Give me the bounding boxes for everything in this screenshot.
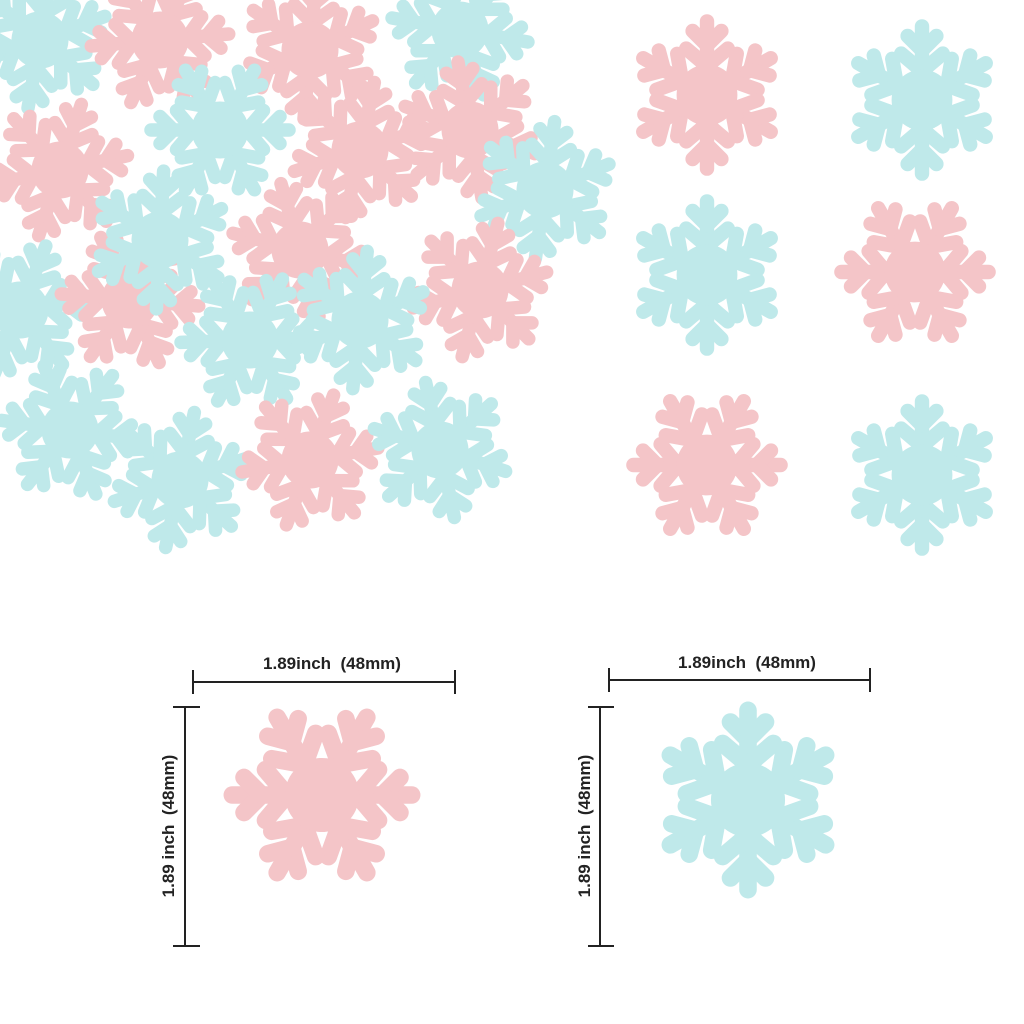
snowflake-pile [0, 0, 623, 562]
snowflake [814, 171, 1016, 373]
dimension-diagram: 1.89inch (48mm) 1.89 inch (48mm) 1.89inc… [159, 653, 871, 947]
snowflake [199, 672, 445, 918]
snowflake [848, 401, 996, 548]
snowflake [606, 364, 808, 566]
height-label: 1.89 inch (48mm) [159, 755, 178, 898]
snowflake [221, 371, 399, 548]
snowflake-samples [606, 21, 1016, 565]
snowflake [98, 398, 263, 562]
snowflake [633, 21, 781, 168]
height-label: 1.89 inch (48mm) [575, 755, 594, 898]
snowflake [633, 201, 781, 348]
snowflake [658, 710, 839, 889]
snowflake [848, 26, 996, 173]
width-label: 1.89inch (48mm) [678, 653, 816, 672]
width-label: 1.89inch (48mm) [263, 654, 401, 673]
